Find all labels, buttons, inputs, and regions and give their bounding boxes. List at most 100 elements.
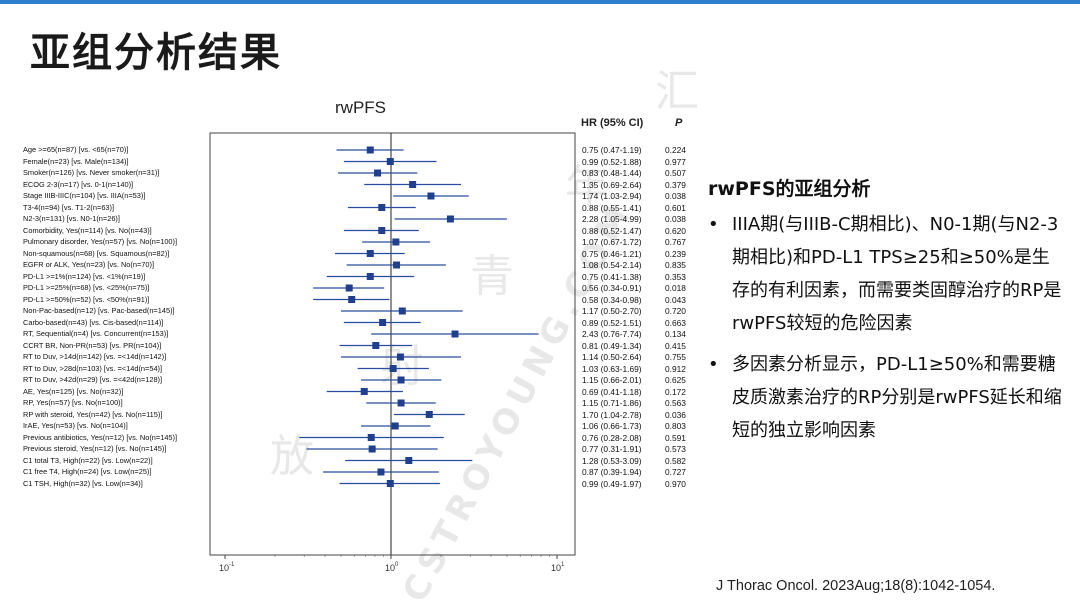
row-label: Pulmonary disorder, Yes(n=57) [vs. No(n=… [23, 237, 178, 246]
hr-ci-value: 0.83 (0.48-1.44) [582, 168, 642, 178]
row-label: EGFR or ALK, Yes(n=23) [vs. No(n=70)] [23, 260, 155, 269]
bullet-list: • IIIA期(与IIIB-C期相比)、N0-1期(与N2-3期相比)和PD-L… [706, 208, 1066, 447]
hr-ci-value: 0.75 (0.47-1.19) [582, 145, 642, 155]
row-label: C1 free T4, High(n=24) [vs. Low(n=25)] [23, 467, 152, 476]
row-label: Previous antibiotics, Yes(n=12) [vs. No(… [23, 432, 178, 442]
row-label: ECOG 2-3(n=17) [vs. 0-1(n=140)] [23, 179, 134, 189]
plot-frame [209, 132, 576, 556]
p-value: 0.573 [665, 444, 686, 454]
row-label: Carbo-based(n=43) [vs. Cis-based(n=114)] [23, 317, 164, 327]
hr-ci-value: 0.88 (0.55-1.41) [582, 202, 642, 213]
p-value: 0.563 [665, 398, 686, 408]
x-tick-label: 10 [219, 563, 229, 573]
hr-point [389, 365, 397, 372]
forest-plot: 10 -1 10 0 10 1 [209, 132, 576, 573]
hr-point [348, 296, 356, 303]
hr-point [391, 422, 399, 430]
hr-ci-value: 1.35 (0.69-2.64) [582, 179, 642, 190]
hr-ci-value: 0.77 (0.31-1.91) [582, 444, 642, 454]
hr-ci-value: 0.75 (0.41-1.38) [582, 271, 642, 282]
hr-point [398, 307, 406, 315]
row-label: AE, Yes(n=125) [vs. No(n=32)] [23, 386, 124, 396]
p-value: 0.415 [665, 340, 686, 351]
hr-point [446, 215, 454, 223]
row-label: PD-L1 >=50%(n=52) [vs. <50%(n=91)] [23, 294, 150, 304]
chart-title: rwPFS [335, 98, 386, 117]
hr-ci-value: 1.15 (0.66-2.01) [582, 375, 642, 385]
hr-point [405, 457, 413, 464]
hr-ci-value: 1.06 (0.66-1.73) [582, 421, 642, 431]
p-value: 0.239 [665, 248, 686, 259]
hr-ci-value: 1.17 (0.50-2.70) [582, 306, 642, 316]
p-value: 0.507 [665, 168, 686, 178]
row-label: T3-4(n=94) [vs. T1-2(n=63)] [23, 202, 115, 212]
p-value: 0.038 [665, 191, 686, 201]
x-tick-exponent: 1 [561, 562, 565, 568]
hr-ci-value: 0.89 (0.52-1.51) [582, 317, 642, 328]
p-value: 0.591 [665, 432, 686, 443]
hr-point [377, 468, 385, 476]
top-accent-line [0, 0, 1080, 4]
row-label: Previous steroid, Yes(n=12) [vs. No(n=14… [23, 444, 167, 453]
hr-ci-value: 1.15 (0.71-1.86) [582, 398, 642, 408]
row-label: CCRT BR, Non-PR(n=53) [vs. PR(n=104)] [23, 340, 162, 350]
bullet-text-1: IIIA期(与IIIB-C期相比)、N0-1期(与N2-3期相比)和PD-L1 … [732, 214, 1062, 334]
hr-ci-value: 0.87 (0.39-1.94) [582, 467, 642, 477]
row-label: C1 total T3, High(n=22) [vs. Low(n=22)] [23, 455, 153, 465]
p-value: 0.977 [665, 156, 686, 167]
hr-ci-value: 2.28 (1.05-4.99) [582, 214, 642, 224]
bullet-dot-icon: • [708, 214, 719, 235]
hr-ci-value: 0.56 (0.34-0.91) [582, 283, 642, 293]
hr-point [396, 353, 404, 361]
p-value: 0.038 [665, 214, 686, 224]
bullet-item-2: • 多因素分析显示，PD-L1≥50%和需要糖皮质激素治疗的RP分别是rwPFS… [706, 348, 1066, 447]
watermark-char-5: 汇 [655, 66, 699, 117]
watermark-char-3: 青 [470, 251, 514, 302]
bullet-item-1: • IIIA期(与IIIB-C期相比)、N0-1期(与N2-3期相比)和PD-L… [706, 208, 1066, 340]
row-label: RT to Duv, >14d(n=142) [vs. =<14d(n=142)… [23, 352, 167, 361]
x-tick-label: 10 [551, 563, 561, 573]
p-value: 0.835 [665, 260, 686, 270]
watermark-char-4: 年 [565, 161, 609, 212]
hr-point [397, 399, 405, 407]
hr-point [374, 169, 382, 177]
row-label: N2-3(n=131) [vs. N0-1(n=26)] [23, 214, 120, 223]
row-label: IrAE, Yes(n=53) [vs. No(n=104)] [23, 421, 128, 430]
p-value: 0.018 [665, 283, 686, 293]
hr-ci-value: 1.08 (0.54-2.14) [582, 260, 642, 270]
p-value: 0.582 [665, 455, 686, 466]
hr-point [360, 388, 368, 395]
hr-point [379, 319, 387, 326]
row-label: PD-L1 >=25%(n=68) [vs. <25%(n=75)] [23, 283, 150, 292]
p-value: 0.379 [665, 179, 686, 190]
row-label: RT to Duv, >42d(n=29) [vs. =<42d(n=128)] [23, 375, 163, 384]
hr-ci-value: 1.70 (1.04-2.78) [582, 409, 642, 420]
p-value: 0.625 [665, 375, 686, 385]
hr-ci-value: 1.28 (0.53-3.09) [582, 455, 642, 466]
panel-heading: rwPFS的亚组分析 [708, 178, 871, 200]
hr-ci-value: 1.03 (0.63-1.69) [582, 363, 642, 374]
row-label: Non-Pac-based(n=12) [vs. Pac-based(n=145… [23, 306, 175, 315]
hr-point [397, 376, 405, 384]
hr-ci-value: 2.43 (0.76-7.74) [582, 329, 642, 339]
hr-ci-value: 0.69 (0.41-1.18) [582, 386, 642, 397]
hr-ci-value: 0.58 (0.34-0.98) [582, 294, 642, 305]
p-value: 0.767 [665, 237, 686, 247]
row-label: C1 TSH, High(n=32) [vs. Low(n=34)] [23, 478, 143, 488]
page-title: 亚组分析结果 [30, 30, 282, 76]
hr-point [368, 445, 376, 453]
p-value: 0.727 [665, 467, 686, 477]
row-label: RT to Duv, >28d(n=103) [vs. =<14d(n=54)] [23, 363, 163, 373]
p-value: 0.043 [665, 294, 686, 305]
bullet-text-2: 多因素分析显示，PD-L1≥50%和需要糖皮质激素治疗的RP分别是rwPFS延长… [732, 354, 1062, 441]
p-value: 0.755 [665, 352, 686, 362]
hr-point [372, 342, 380, 349]
p-value: 0.620 [665, 225, 686, 236]
hr-ci-value: 0.99 (0.52-1.88) [582, 156, 642, 167]
p-column-header: P [675, 117, 683, 129]
hr-ci-value: 1.14 (0.50-2.64) [582, 352, 642, 362]
citation: J Thorac Oncol. 2023Aug;18(8):1042-1054. [716, 578, 996, 594]
hr-ci-value: 0.88 (0.52-1.47) [582, 225, 642, 236]
hr-point [386, 480, 394, 487]
row-label: RP, Yes(n=57) [vs. No(n=100)] [23, 398, 123, 407]
